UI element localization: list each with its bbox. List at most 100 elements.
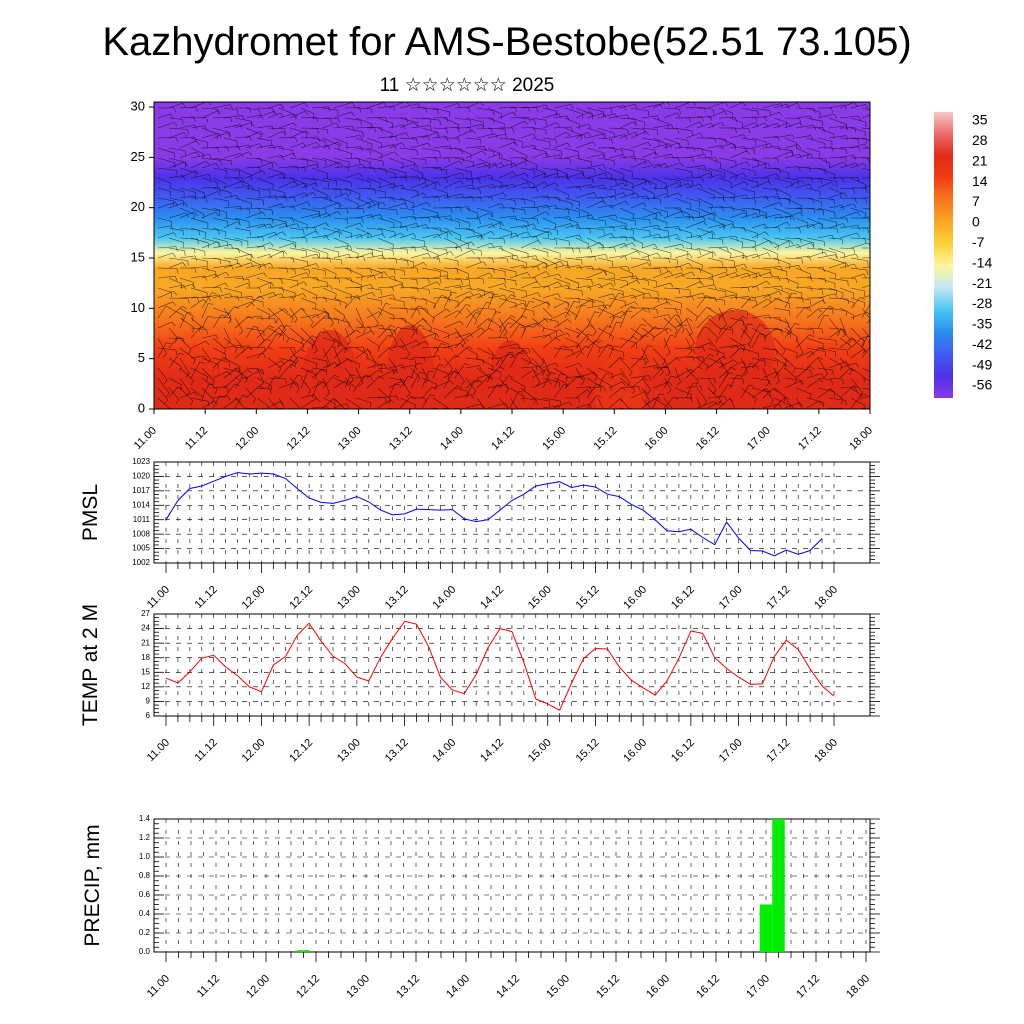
wind-barb — [718, 344, 737, 349]
wind-barb-flag — [748, 339, 752, 345]
wind-barb-flag — [393, 144, 397, 149]
wind-barb — [333, 380, 346, 389]
wind-barb — [707, 267, 726, 269]
wind-barb — [707, 271, 726, 279]
wind-barb-flag — [514, 215, 518, 221]
wind-barb-flag — [560, 261, 564, 266]
wind-barb — [377, 151, 395, 159]
wind-barb — [212, 207, 227, 214]
wind-barb-flag — [505, 402, 509, 408]
wind-barb-flag — [304, 192, 308, 197]
wind-barb-flag — [522, 315, 527, 319]
wind-barb-flag — [734, 145, 737, 151]
wind-barb — [696, 401, 715, 409]
wind-barb — [641, 317, 653, 329]
wind-barb — [663, 211, 682, 219]
wind-barb-flag — [362, 346, 366, 352]
wind-barb — [234, 397, 245, 408]
wind-barb — [465, 124, 482, 129]
wind-barb — [817, 157, 831, 164]
wind-barb-flag — [466, 296, 472, 300]
wind-barb-flag — [698, 366, 703, 370]
wind-barb — [850, 237, 865, 239]
wind-barb-flag — [317, 136, 321, 142]
wind-barb — [707, 356, 724, 369]
wind-barb-flag — [753, 149, 756, 155]
wind-barb — [839, 224, 858, 229]
wind-barb-flag — [318, 381, 324, 383]
wind-barb — [817, 367, 833, 371]
wind-barb — [608, 217, 627, 225]
wind-barb-flag — [588, 285, 592, 291]
wind-barb-flag — [405, 117, 408, 123]
precip-bar — [759, 904, 773, 952]
wind-barb-flag — [645, 400, 650, 405]
wind-barb-flag — [438, 215, 441, 221]
wind-barb-flag — [718, 329, 722, 335]
wind-barb-flag — [215, 163, 219, 168]
wind-barb-flag — [622, 192, 627, 197]
wind-barb — [388, 277, 403, 283]
wind-barb — [366, 311, 379, 319]
wind-barb-flag — [300, 348, 305, 353]
wind-barb — [773, 117, 787, 123]
wind-barb-flag — [170, 225, 174, 231]
x-tick-label: 18.00 — [812, 584, 840, 612]
wind-barb — [795, 297, 811, 301]
wind-barb-flag — [812, 224, 816, 229]
wind-barb-flag — [369, 149, 371, 155]
wind-barb — [388, 247, 407, 250]
wind-barb — [685, 183, 701, 189]
wind-barb — [773, 122, 789, 129]
wind-barb-flag — [385, 169, 387, 175]
wind-barb-flag — [316, 141, 320, 147]
wind-barb-flag — [250, 301, 255, 307]
wind-barb-flag — [770, 399, 774, 405]
wind-barb-flag — [271, 218, 274, 224]
wind-barb — [509, 387, 525, 397]
wind-barb — [806, 197, 822, 202]
y-axis-title: PRECIP, mm — [81, 824, 104, 946]
wind-barb — [542, 182, 556, 189]
wind-barb-flag — [533, 223, 537, 228]
wind-barb — [817, 388, 831, 399]
wind-barb-flag — [172, 252, 176, 258]
wind-barb — [256, 157, 273, 164]
wind-barb — [322, 137, 340, 146]
wind-barb-flag — [722, 197, 725, 203]
wind-barb — [311, 357, 327, 362]
wind-barb — [586, 337, 601, 349]
wind-barb — [784, 277, 799, 284]
wind-barb — [168, 102, 183, 109]
wind-barb-flag — [446, 275, 449, 281]
wind-barb — [685, 277, 700, 279]
wind-barb — [586, 338, 599, 349]
wind-barb-flag — [490, 231, 495, 236]
wind-barb-flag — [754, 398, 757, 404]
wind-barb-flag — [524, 199, 526, 205]
wind-barb-flag — [547, 285, 551, 291]
wind-barb — [509, 106, 529, 109]
wind-barb-flag — [174, 107, 177, 113]
wind-barb — [663, 287, 679, 290]
wind-barb-flag — [504, 133, 508, 139]
wind-barb — [278, 307, 294, 318]
wind-barb — [201, 377, 218, 390]
wind-barb — [531, 104, 547, 109]
wind-barb — [795, 183, 810, 189]
wind-barb-flag — [622, 311, 626, 316]
wind-barb-flag — [614, 195, 617, 201]
wind-barb — [674, 318, 689, 329]
wind-barb — [157, 232, 174, 239]
wind-barb-flag — [614, 316, 620, 318]
wind-barb-flag — [448, 230, 453, 236]
wind-barb — [762, 167, 780, 169]
wind-barb-flag — [641, 243, 644, 249]
wind-barb-flag — [293, 122, 297, 128]
wind-barb — [817, 337, 836, 341]
wind-barb-flag — [208, 154, 212, 159]
wind-barb — [333, 403, 347, 409]
wind-barb — [806, 347, 826, 352]
wind-barb — [696, 147, 712, 152]
wind-barbs — [157, 102, 870, 409]
